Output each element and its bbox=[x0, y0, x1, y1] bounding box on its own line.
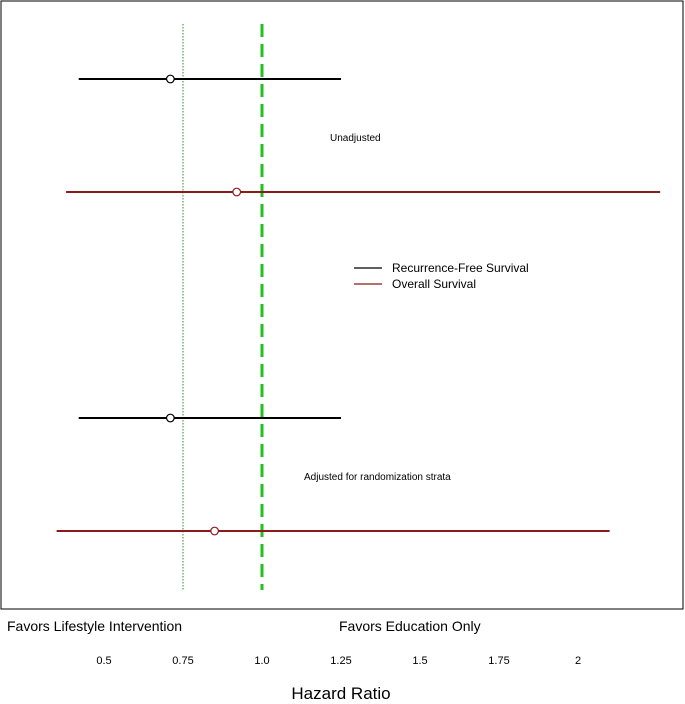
x-tick-label-1-25: 1.25 bbox=[330, 655, 351, 667]
point-estimate-unadjusted-recurrence-free-survival bbox=[165, 74, 175, 84]
point-estimate-unadjusted-overall-survival bbox=[232, 187, 242, 197]
reference-lines bbox=[182, 24, 264, 590]
ci-marks bbox=[56, 74, 661, 536]
legend: Recurrence-Free Survival Overall Surviva… bbox=[354, 261, 529, 291]
x-tick-label-1-0: 1.0 bbox=[254, 655, 269, 667]
legend-label-overall-survival: Overall Survival bbox=[392, 277, 476, 291]
group-label-adjusted: Adjusted for randomization strata bbox=[304, 472, 451, 483]
x-axis-tick-labels: 0.5 0.75 1.0 1.25 1.5 1.75 2 bbox=[96, 655, 581, 667]
favor-label-lifestyle-intervention: Favors Lifestyle Intervention bbox=[7, 618, 182, 634]
x-axis-title: Hazard Ratio bbox=[291, 684, 390, 703]
favor-label-education-only: Favors Education Only bbox=[339, 618, 481, 634]
x-tick-label-0-75: 0.75 bbox=[172, 655, 193, 667]
x-tick-label-1-5: 1.5 bbox=[412, 655, 427, 667]
x-tick-label-2: 2 bbox=[575, 655, 581, 667]
x-tick-label-0-5: 0.5 bbox=[96, 655, 111, 667]
x-tick-label-1-75: 1.75 bbox=[488, 655, 509, 667]
group-label-unadjusted: Unadjusted bbox=[330, 133, 381, 144]
plot-frame bbox=[0, 0, 684, 610]
legend-label-recurrence-free-survival: Recurrence-Free Survival bbox=[392, 261, 529, 275]
point-estimate-adjusted-overall-survival bbox=[210, 526, 220, 536]
point-estimate-adjusted-recurrence-free-survival bbox=[165, 413, 175, 423]
